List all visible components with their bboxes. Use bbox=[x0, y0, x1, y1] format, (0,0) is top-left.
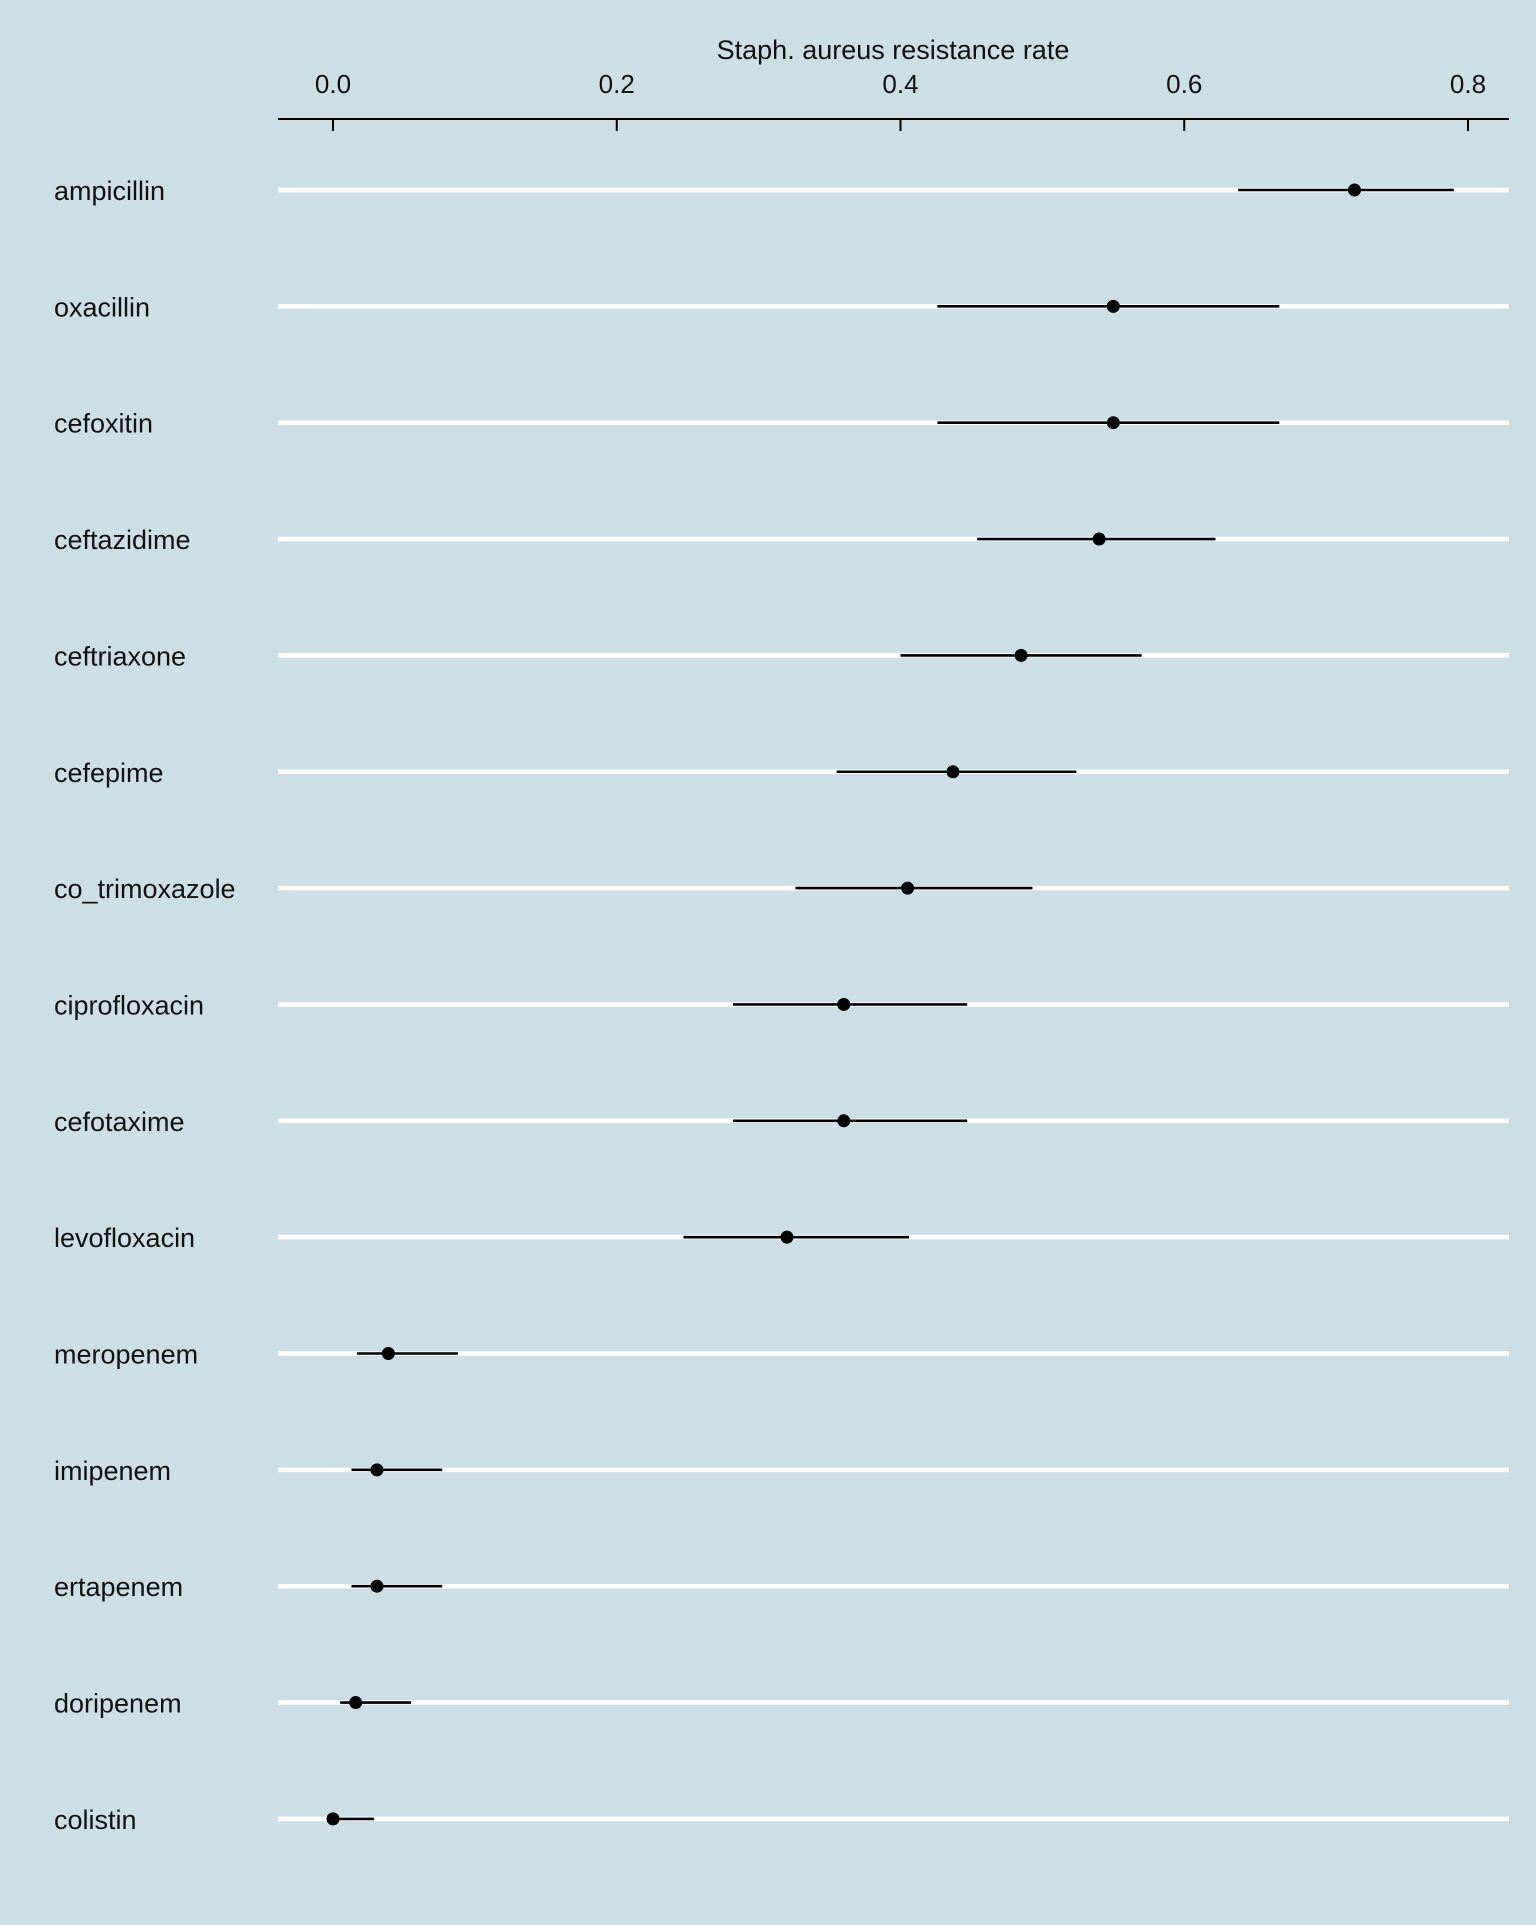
x-tick-label: 0.8 bbox=[1450, 69, 1486, 99]
data-marks bbox=[326, 183, 1454, 1826]
point-estimate bbox=[1348, 183, 1361, 197]
category-label: ciprofloxacin bbox=[54, 990, 204, 1020]
point-estimate bbox=[349, 1696, 363, 1710]
category-label: cefoxitin bbox=[54, 409, 153, 439]
category-label: levofloxacin bbox=[54, 1223, 195, 1253]
x-tick-label: 0.0 bbox=[315, 69, 351, 99]
point-estimate bbox=[370, 1463, 384, 1477]
point-estimate bbox=[1106, 299, 1120, 313]
category-label: ceftriaxone bbox=[54, 641, 186, 671]
point-estimate bbox=[946, 765, 960, 779]
x-tick-label: 0.6 bbox=[1166, 69, 1202, 99]
point-estimate bbox=[1092, 532, 1106, 546]
point-estimate bbox=[837, 997, 851, 1011]
category-label: doripenem bbox=[54, 1689, 182, 1719]
x-axis: Staph. aureus resistance rate 0.0 0.2 0.4 0.… bbox=[278, 35, 1509, 131]
point-estimate bbox=[370, 1579, 384, 1593]
x-axis-title: Staph. aureus resistance rate bbox=[717, 35, 1070, 65]
x-tick-label: 0.2 bbox=[599, 69, 635, 99]
category-label: colistin bbox=[54, 1805, 137, 1835]
category-label: oxacillin bbox=[54, 292, 150, 322]
point-estimate bbox=[326, 1812, 340, 1826]
category-labels: ampicillin oxacillin cefoxitin ceftazidime c… bbox=[54, 176, 236, 1835]
category-label: imipenem bbox=[54, 1456, 171, 1486]
category-label: ceftazidime bbox=[54, 525, 191, 555]
category-label: cefepime bbox=[54, 758, 164, 788]
category-label: co_trimoxazole bbox=[54, 874, 236, 904]
x-tick-label: 0.4 bbox=[882, 69, 918, 99]
point-estimate bbox=[780, 1230, 794, 1244]
point-estimate bbox=[381, 1347, 395, 1360]
point-estimate bbox=[901, 881, 915, 895]
point-estimate bbox=[1106, 416, 1120, 430]
category-label: ertapenem bbox=[54, 1572, 183, 1602]
category-label: meropenem bbox=[54, 1340, 198, 1370]
category-label: cefotaxime bbox=[54, 1107, 185, 1137]
point-estimate bbox=[1014, 648, 1028, 662]
category-label: ampicillin bbox=[54, 176, 165, 206]
point-estimate bbox=[837, 1114, 851, 1128]
